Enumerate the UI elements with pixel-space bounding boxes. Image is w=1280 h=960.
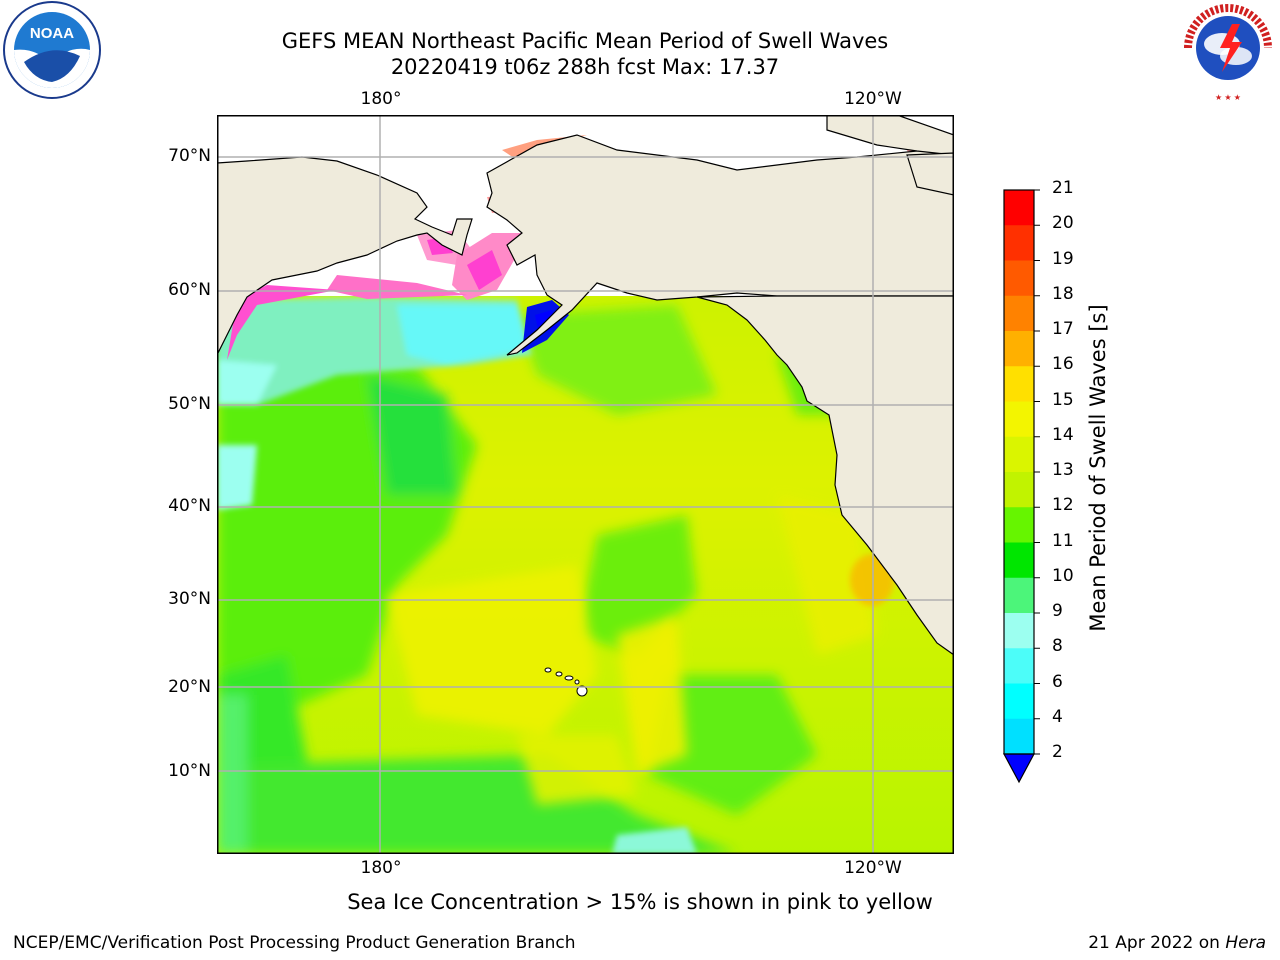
colorbar-tick-labels: 21 20 19 18 17 16 15 14 13 12 11 10 9 8 6 4 2 [1052,178,1092,778]
colorbar-title: Mean Period of Swell Waves [s] [1086,304,1110,632]
colorbar-segment [1004,613,1034,649]
map-gridlines [217,115,954,854]
colorbar-segment [1004,331,1034,367]
lat-label-40n: 40°N [168,496,211,516]
footer-date-text: 21 Apr 2022 on [1088,933,1220,953]
colorbar-tick-label: 9 [1052,601,1063,621]
map-panel [217,115,954,854]
colorbar-tick-label: 6 [1052,671,1063,692]
colorbar-tick-label: 8 [1052,636,1063,657]
lat-label-50n: 50°N [168,394,211,414]
colorbar-segment [1004,577,1034,614]
hawaii-islands [544,667,588,697]
lat-label-70n: 70°N [168,146,211,166]
colorbar-tick-label: 20 [1052,213,1074,234]
lon-label-top-120w: 120°W [844,89,902,109]
colorbar-segment [1004,190,1034,226]
colorbar-tick-label: 12 [1052,495,1074,516]
colorbar-segment [1004,472,1034,508]
period-field-cyan [217,297,697,854]
lat-label-20n: 20°N [168,677,211,697]
colorbar-tick-label: 10 [1052,565,1074,586]
svg-text:★ ★ ★: ★ ★ ★ [1215,93,1241,102]
colorbar-tick-label: 17 [1052,319,1074,339]
lat-label-60n: 60°N [168,280,211,300]
colorbar-tick-label: 19 [1052,248,1074,269]
colorbar-segment [1004,436,1034,473]
colorbar-segment [1004,401,1034,438]
landmass [217,115,954,656]
colorbar-tick-label: 15 [1052,389,1074,410]
colorbar-tick-label: 11 [1052,530,1074,551]
period-field-yellow [387,495,877,805]
colorbar-segment [1004,648,1034,684]
colorbar-tick-label: 2 [1052,742,1063,762]
colorbar-segment [1004,683,1034,720]
map-frame [217,115,954,854]
noaa-logo-text: NOAA [30,25,74,42]
chart-subtitle: 20220419 t06z 288h fcst Max: 17.37 [390,55,780,79]
nws-logo: ★ ★ ★ [1182,2,1274,102]
colorbar-tick-label: 13 [1052,460,1074,480]
colorbar-segment [1004,507,1034,543]
colorbar-tick-label: 16 [1052,354,1074,375]
colorbar-tick-label: 21 [1052,178,1074,198]
colorbar-tick-label: 18 [1052,283,1074,304]
colorbar-tick-label: 4 [1052,706,1063,727]
lon-label-top-180: 180° [360,89,402,109]
colorbar-segment [1004,542,1034,579]
lon-label-bottom-120w: 120°W [844,858,902,878]
colorbar-segment [1004,295,1034,332]
footer-credit: NCEP/EMC/Verification Post Processing Pr… [13,933,576,953]
lon-label-bottom-180: 180° [360,858,402,878]
colorbar-extend-arrow [1002,753,1036,784]
chart-title: GEFS MEAN Northeast Pacific Mean Period … [281,29,889,53]
colorbar [1002,189,1040,784]
colorbar-segment [1004,366,1034,402]
colorbar-segment [1004,225,1034,261]
colorbar-segment [1004,260,1034,297]
lat-label-10n: 10°N [168,761,211,781]
colorbar-segment [1004,718,1034,755]
sea-ice-note: Sea Ice Concentration > 15% is shown in … [347,890,933,914]
footer-date: 21 Apr 2022 on Hera [1088,933,1266,953]
lat-label-30n: 30°N [168,589,211,609]
colorbar-tick-label: 14 [1052,424,1074,445]
footer-host: Hera [1225,933,1266,953]
noaa-logo: NOAA [3,1,101,99]
